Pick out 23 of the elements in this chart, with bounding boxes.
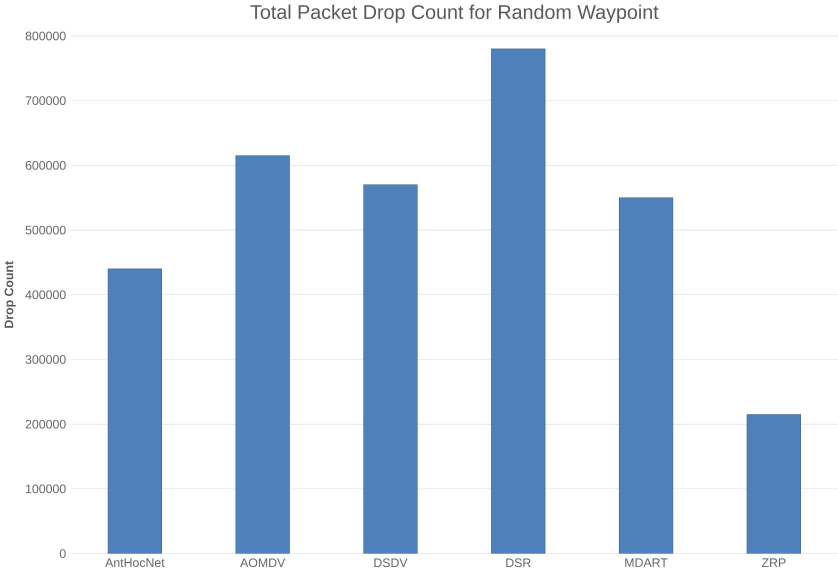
y-tick-label: 500000 [26,226,66,235]
x-tick-label: AntHocNet [105,558,165,568]
x-tick-label: AOMDV [240,558,286,568]
y-tick-label: 300000 [26,355,66,364]
x-tick-label: ZRP [762,558,786,568]
y-tick-label: 800000 [26,32,66,40]
bar [236,156,290,554]
y-tick-label: 600000 [26,161,66,170]
chart-title: Total Packet Drop Count for Random Waypoint [250,4,659,24]
x-tick-label: DSDV [374,558,408,568]
y-tick-label: 0 [60,549,66,558]
x-tick-label: MDART [625,558,668,568]
x-tick-label: DSR [506,558,531,568]
bar [363,184,418,554]
y-tick-label: 100000 [26,484,66,494]
y-tick-label: 400000 [25,290,66,300]
bar [746,414,801,554]
y-tick-label: 200000 [26,420,66,429]
bar [491,48,546,554]
bar [108,268,162,554]
y-axis-title: Drop Count [4,261,16,328]
y-tick-label: 700000 [26,96,66,106]
bar [618,198,674,554]
